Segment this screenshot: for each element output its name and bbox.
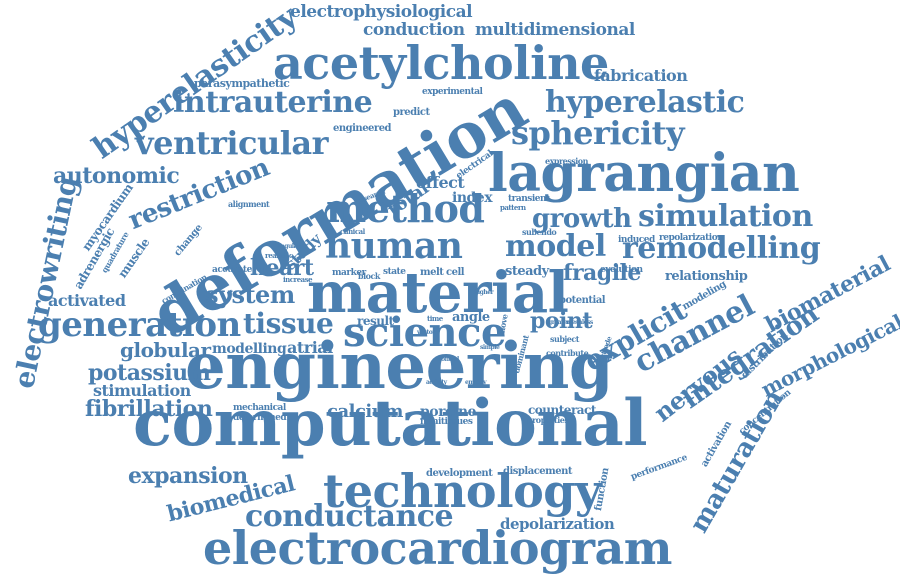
word: induced [618,236,655,245]
word: modelling [212,342,286,356]
word: activity [426,380,447,386]
word: index [452,191,492,205]
word: marker [332,269,366,278]
word: simple [480,345,499,351]
word: parasympathetic [194,78,289,89]
word: generation [38,308,241,342]
word: repolarization [659,234,723,243]
word: activated [48,293,126,309]
word: calcium [327,403,403,421]
word: realistic [265,252,293,259]
word: electrophysiological [290,4,472,21]
word: angular [277,244,300,250]
word: stimulation [93,383,191,399]
word: simulation [638,202,813,232]
word: conductance [245,502,453,532]
word: steady [505,265,549,278]
word: accurate [212,266,252,275]
word: relationship [665,270,747,283]
word: acetylcholine [273,40,609,86]
word: mechanical [233,404,286,413]
word: contribute [546,349,588,357]
word: sphericity [511,117,684,149]
word: properties [527,416,568,424]
word: melt [420,268,443,278]
word: higher [474,290,493,296]
word: time [427,315,443,322]
word: pattern [500,204,526,211]
word: multidimensional [475,22,635,39]
word: ventricular [135,127,328,159]
word: cell [446,268,464,278]
word: expression [545,157,588,165]
word: experimental [422,88,482,97]
word: subendo [522,228,556,236]
word: fibrillation [85,398,212,420]
word: control [438,357,459,363]
word: system [205,283,295,307]
word: tissue [243,310,333,338]
word: alignment [228,200,269,208]
word: autonomic [53,165,179,187]
word: globular [120,340,211,360]
word: development [426,469,492,479]
word: lagrangian [488,148,799,200]
word: conduction [363,22,465,39]
word: predict [393,108,430,118]
word: atrial [287,340,333,356]
word: increase [283,276,312,283]
word: determined [233,414,286,423]
word: depolarization [500,517,614,532]
word: state [383,268,405,277]
word: angle [452,311,490,324]
word: engineered [333,124,391,134]
word: potential [559,296,605,306]
word: meshless [566,320,593,326]
word: clinical [340,228,365,235]
word: vector [417,330,435,336]
word: subject [550,335,579,343]
word: displacement [503,467,572,477]
word: result [357,315,394,327]
word: fabrication [594,68,687,84]
word: minitissues [420,418,472,427]
word: employ [465,380,486,386]
word: expansion [128,465,248,487]
word: evolution [600,266,643,275]
